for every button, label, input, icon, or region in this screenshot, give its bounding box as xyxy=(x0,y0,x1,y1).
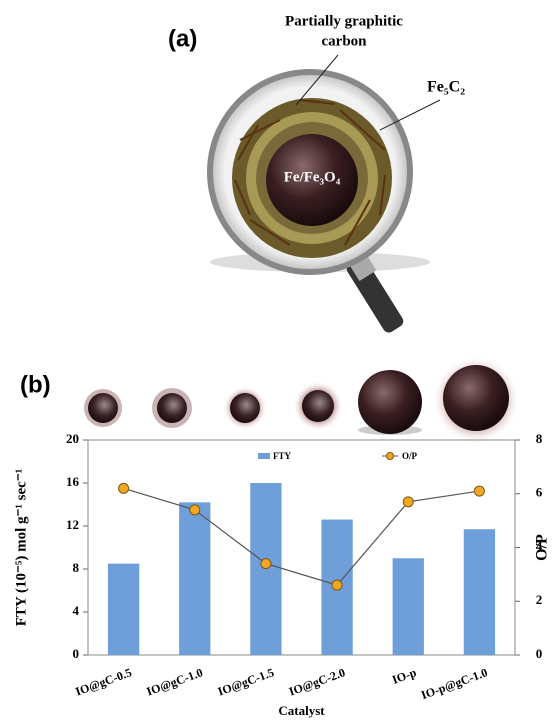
y-tick-label: 16 xyxy=(66,474,80,489)
marker xyxy=(261,559,271,569)
y2-tick-label: 8 xyxy=(536,431,543,446)
marker xyxy=(332,580,342,590)
callout: Fe₅C₂ xyxy=(427,79,465,96)
x-tick-label: IO@gC-1.0 xyxy=(145,665,205,698)
core-label: Fe/Fe₃O₄ xyxy=(284,169,341,185)
x-tick-label: IO@gC-2.0 xyxy=(287,665,347,698)
callout: carbon xyxy=(322,33,368,49)
plot-frame xyxy=(88,440,515,655)
y-tick-label: 8 xyxy=(73,560,80,575)
figure: (a) Partially graphitic carbon Fe₅C₂ Fe/… xyxy=(0,0,555,722)
x-tick-label: IO-p@gC-1.0 xyxy=(419,665,489,702)
y-tick-label: 12 xyxy=(66,517,79,532)
x-axis-title: Catalyst xyxy=(278,703,325,718)
panel-label: (a) xyxy=(168,25,197,52)
marker xyxy=(403,497,413,507)
magnifier xyxy=(210,55,440,335)
y2-axis-title: O/P xyxy=(534,534,551,561)
x-tick-label: IO@gC-1.5 xyxy=(216,665,276,698)
panel-label: (b) xyxy=(20,371,51,398)
line xyxy=(124,488,480,585)
legend-label: FTY xyxy=(273,451,292,461)
legend-swatch xyxy=(258,453,270,459)
bar xyxy=(464,529,495,655)
particles xyxy=(84,356,520,444)
x-tick-label: IO-p xyxy=(390,665,418,687)
y2-tick-label: 0 xyxy=(536,646,543,661)
y2-tick-label: 6 xyxy=(536,485,543,500)
bar xyxy=(108,564,139,655)
y2-tick-label: 2 xyxy=(536,592,543,607)
y-axis-title: FTY (10⁻⁵) mol g⁻¹ sec⁻¹ xyxy=(13,469,29,627)
legend-label: O/P xyxy=(402,451,418,461)
y-tick-label: 4 xyxy=(73,603,80,618)
legend-marker xyxy=(387,453,394,460)
bar xyxy=(393,558,424,655)
y-tick-label: 0 xyxy=(73,646,80,661)
y-tick-label: 20 xyxy=(66,431,79,446)
marker xyxy=(474,486,484,496)
marker xyxy=(190,505,200,515)
x-tick-label: IO@gC-0.5 xyxy=(73,665,133,698)
bar xyxy=(179,502,210,655)
marker xyxy=(119,483,129,493)
callout: Partially graphitic xyxy=(285,13,403,29)
